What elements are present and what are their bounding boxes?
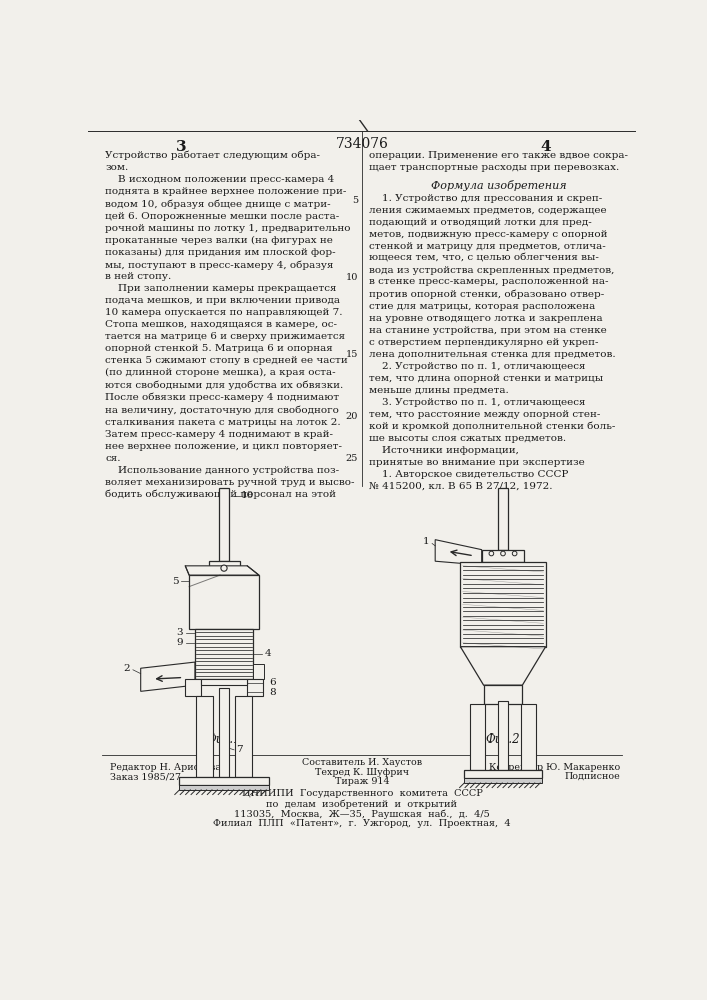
Text: 7: 7 (235, 745, 243, 754)
Text: 734076: 734076 (336, 137, 388, 151)
Text: Корректор Ю. Макаренко: Корректор Ю. Макаренко (489, 763, 620, 772)
Text: 10: 10 (346, 273, 358, 282)
Bar (253, 664, 264, 679)
Bar (185, 679, 201, 696)
Bar (247, 679, 263, 696)
Text: 10: 10 (241, 491, 255, 500)
Text: 8: 8 (269, 688, 276, 697)
Text: Устройство работает следующим обра-
зом.
    В исходном положении пресс-камера 4: Устройство работает следующим обра- зом.… (105, 151, 355, 499)
Text: ЦНИИПИ  Государственного  комитета  СССР: ЦНИИПИ Государственного комитета СССР (242, 789, 482, 798)
Circle shape (501, 551, 506, 556)
Text: операции. Применение его также вдвое сокра-
щает транспортные расходы при перево: операции. Применение его также вдвое сок… (369, 151, 628, 172)
Bar (521, 704, 537, 770)
Bar (464, 770, 542, 778)
Bar (218, 688, 230, 777)
Text: Составитель И. Хаустов: Составитель И. Хаустов (302, 758, 422, 767)
Text: Фиг.1: Фиг.1 (206, 733, 241, 746)
Text: 15: 15 (346, 350, 358, 359)
Bar (464, 778, 542, 783)
Text: 25: 25 (346, 454, 358, 463)
Text: Редактор Н. Аристова: Редактор Н. Аристова (110, 763, 221, 772)
Text: 3: 3 (176, 140, 187, 154)
Bar (469, 704, 485, 770)
Text: Подписное: Подписное (564, 772, 620, 781)
Polygon shape (436, 540, 481, 565)
Circle shape (489, 551, 493, 556)
Bar (189, 575, 259, 629)
Text: 4: 4 (540, 140, 551, 154)
Text: 4: 4 (264, 649, 271, 658)
Text: 9: 9 (176, 638, 182, 647)
Text: Фиг.2: Фиг.2 (486, 733, 520, 746)
Circle shape (513, 551, 517, 556)
Text: по  делам  изобретений  и  открытий: по делам изобретений и открытий (267, 799, 457, 809)
Bar (196, 696, 213, 777)
Text: 2: 2 (124, 664, 130, 673)
Bar (209, 561, 240, 575)
Bar (180, 777, 269, 785)
Text: 6: 6 (269, 678, 276, 687)
Polygon shape (185, 566, 259, 575)
Circle shape (221, 565, 227, 571)
Text: 1: 1 (423, 537, 429, 546)
Text: 1. Устройство для прессования и скреп-
ления сжимаемых предметов, содержащее
под: 1. Устройство для прессования и скреп- л… (369, 194, 616, 491)
Bar (235, 696, 252, 777)
Bar (180, 785, 269, 790)
Text: 3: 3 (176, 628, 182, 637)
Text: 5: 5 (172, 577, 178, 586)
Bar (460, 562, 546, 647)
Text: 20: 20 (346, 412, 358, 421)
Text: Формула изобретения: Формула изобретения (431, 180, 567, 191)
Polygon shape (141, 662, 195, 691)
Text: Техред К. Шуфрич: Техред К. Шуфрич (315, 768, 409, 777)
Bar (498, 701, 508, 770)
Bar (481, 550, 525, 562)
Bar (201, 679, 247, 685)
Bar (218, 488, 230, 561)
Bar (484, 685, 522, 704)
Bar (498, 488, 508, 550)
Bar (195, 629, 253, 679)
Text: Заказ 1985/27: Заказ 1985/27 (110, 772, 181, 781)
Polygon shape (460, 647, 546, 685)
Text: 113035,  Москва,  Ж—35,  Раушская  наб.,  д.  4/5: 113035, Москва, Ж—35, Раушская наб., д. … (234, 809, 490, 819)
Text: Филиал  ПЛП  «Патент»,  г.  Ужгород,  ул.  Проектная,  4: Филиал ПЛП «Патент», г. Ужгород, ул. Про… (213, 819, 510, 828)
Text: Тираж 914: Тираж 914 (334, 777, 389, 786)
Text: 5: 5 (352, 196, 358, 205)
